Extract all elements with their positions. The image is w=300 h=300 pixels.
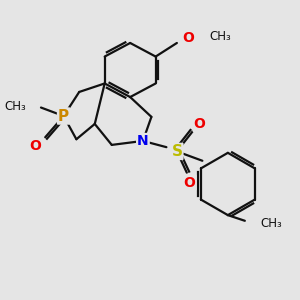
Text: O: O [29,139,41,153]
Text: O: O [184,176,196,190]
Text: O: O [194,117,206,131]
Text: CH₃: CH₃ [4,100,26,113]
Text: O: O [182,31,194,45]
Text: CH₃: CH₃ [209,30,231,43]
Text: CH₃: CH₃ [260,217,282,230]
Text: N: N [137,134,149,148]
Text: P: P [58,109,69,124]
Text: S: S [171,144,182,159]
